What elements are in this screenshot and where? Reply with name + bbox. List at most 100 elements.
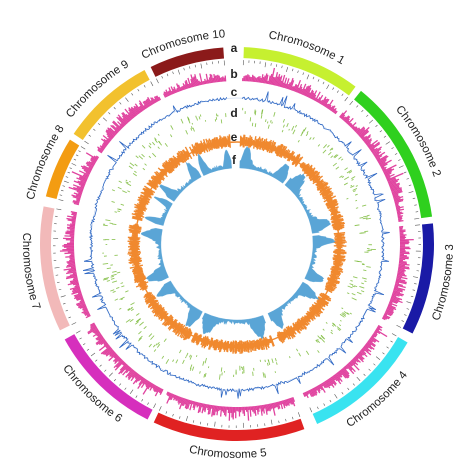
track-b-bar [364,138,370,144]
track-e-bar [160,168,168,176]
track-b-bar [394,286,406,291]
track-e-bar [255,138,260,149]
track-e-bar [331,209,337,213]
track-e-bar [169,320,174,326]
track-b-bar [71,221,76,223]
track-b-bar [78,170,90,176]
chromosome-band-6 [64,334,153,420]
track-b-bar [346,363,353,371]
track-e-bar [295,159,300,164]
track-e-bar [240,340,243,354]
track-b-bar [289,80,295,91]
track-e-bar [300,317,309,327]
track-b-bar [185,399,190,410]
position-tick [113,107,116,110]
track-e-bar [330,211,339,215]
track-e-bar [327,276,340,283]
track-e-bar [321,297,326,301]
track-b-bar [67,269,77,273]
track-b-bar [73,202,79,206]
track-b-bar [293,83,297,92]
track-e-bar [177,157,181,162]
track-d-mark [351,176,356,180]
track-e-bar [330,271,341,277]
track-b-bar [90,324,96,329]
track-b-bar [170,393,175,400]
track-b-bar [303,392,307,397]
track-f-area [140,228,169,282]
position-tick [406,178,409,180]
track-e-bar [267,338,270,344]
track-b-bar [130,108,138,117]
track-e-bar [136,272,142,275]
track-e-bar [164,316,174,327]
track-e-bar [172,322,177,328]
track-e-bar [134,212,143,216]
track-b-bar [332,375,338,382]
track-b-bar [91,156,98,162]
track-e-bar [242,134,245,148]
track-e-bar [144,292,152,297]
track-d-mark [142,167,146,171]
track-b-bar [361,136,365,140]
track-b-bar [330,105,336,112]
track-e-bar [311,303,324,314]
track-b-bar [321,98,327,106]
track-b-bar [83,173,89,178]
track-e-bar [285,329,291,337]
track-d-mark [196,117,198,121]
track-b-bar [345,118,350,124]
track-b-bar [75,300,85,306]
track-e-bar [185,329,192,340]
track-b-bar [317,94,324,104]
track-b-bar [163,91,168,98]
track-e-bar [264,141,269,150]
position-tick [63,180,69,184]
track-d-mark [175,359,179,364]
chromosome-band-5 [153,412,305,442]
track-e-bar [182,328,190,339]
track-e-bar [194,143,201,155]
track-b-bar [128,367,133,372]
track-e-bar [311,304,322,314]
track-e-bar [134,277,147,284]
track-e-bar [257,141,261,147]
track-b-bar [202,81,205,85]
track-d-mark [152,152,157,158]
track-e-bar [286,152,291,159]
track-f-area [197,149,232,176]
track-b-bar [168,87,173,95]
track-e-bar [193,146,198,154]
track-b-bar [70,280,79,284]
track-b-bar [279,80,283,87]
track-e-bar [270,141,276,153]
track-b-bar [71,288,81,293]
track-d-mark [322,149,327,154]
position-tick [356,376,361,381]
track-d-mark [349,283,354,286]
track-e-bar [166,318,174,326]
track-d-mark [203,373,206,378]
track-d-mark [137,337,142,342]
track-b-bar [73,276,78,280]
track-e-bar [131,212,145,218]
track-e-bar [290,155,295,161]
track-e-bar [143,194,149,199]
track-d-mark [158,141,161,143]
track-b-bar [284,83,287,89]
track-b-bar [88,161,95,166]
track-d-mark [344,176,350,181]
track-d-mark [185,130,189,135]
track-e-bar [173,323,182,334]
track-b-bar [115,359,124,368]
track-e-bar [294,321,303,332]
track-e-bar [133,269,143,273]
track-b-bar [398,219,404,222]
track-d-mark [110,289,115,292]
track-b-bar [154,387,161,397]
track-e-bar [313,304,322,311]
track-e-bar [283,330,288,338]
track-b-bar [392,292,403,297]
track-d-mark [288,128,290,131]
track-b-bar [362,134,372,142]
